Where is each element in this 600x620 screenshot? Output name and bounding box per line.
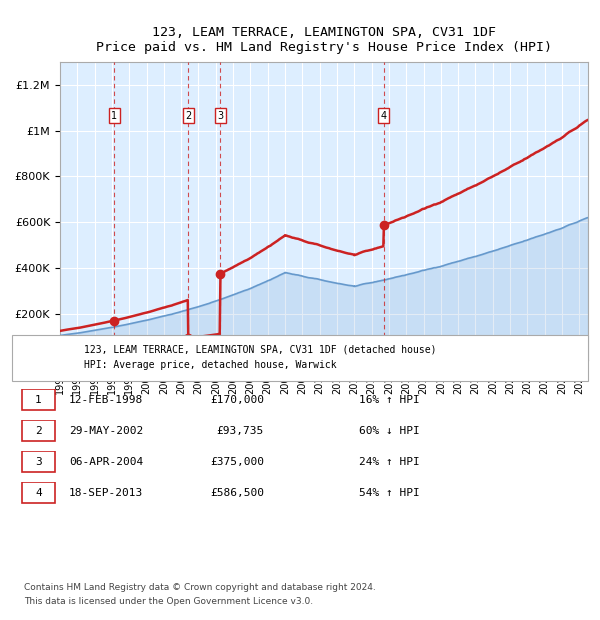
Text: 123, LEAM TERRACE, LEAMINGTON SPA, CV31 1DF (detached house): 123, LEAM TERRACE, LEAMINGTON SPA, CV31 … [84,345,437,355]
Text: £93,735: £93,735 [217,426,264,436]
Text: 24% ↑ HPI: 24% ↑ HPI [359,457,420,467]
Text: 1: 1 [111,110,117,120]
Text: £170,000: £170,000 [210,395,264,405]
Text: 4: 4 [381,110,387,120]
Text: 54% ↑ HPI: 54% ↑ HPI [359,488,420,498]
Text: 60% ↓ HPI: 60% ↓ HPI [359,426,420,436]
FancyBboxPatch shape [22,451,55,472]
Text: 2: 2 [35,426,42,436]
FancyBboxPatch shape [22,389,55,410]
Text: 4: 4 [35,488,42,498]
Text: 1: 1 [35,395,42,405]
Text: This data is licensed under the Open Government Licence v3.0.: This data is licensed under the Open Gov… [24,597,313,606]
FancyBboxPatch shape [22,482,55,503]
Text: 06-APR-2004: 06-APR-2004 [69,457,143,467]
Text: £586,500: £586,500 [210,488,264,498]
FancyBboxPatch shape [22,420,55,441]
Text: 3: 3 [35,457,42,467]
Text: Contains HM Land Registry data © Crown copyright and database right 2024.: Contains HM Land Registry data © Crown c… [24,583,376,592]
Text: £375,000: £375,000 [210,457,264,467]
Text: 12-FEB-1998: 12-FEB-1998 [69,395,143,405]
Title: 123, LEAM TERRACE, LEAMINGTON SPA, CV31 1DF
Price paid vs. HM Land Registry's Ho: 123, LEAM TERRACE, LEAMINGTON SPA, CV31 … [96,26,552,54]
Text: 3: 3 [217,110,224,120]
Text: 18-SEP-2013: 18-SEP-2013 [69,488,143,498]
Text: 16% ↑ HPI: 16% ↑ HPI [359,395,420,405]
Text: 2: 2 [185,110,191,120]
Text: HPI: Average price, detached house, Warwick: HPI: Average price, detached house, Warw… [84,360,337,370]
Text: 29-MAY-2002: 29-MAY-2002 [69,426,143,436]
